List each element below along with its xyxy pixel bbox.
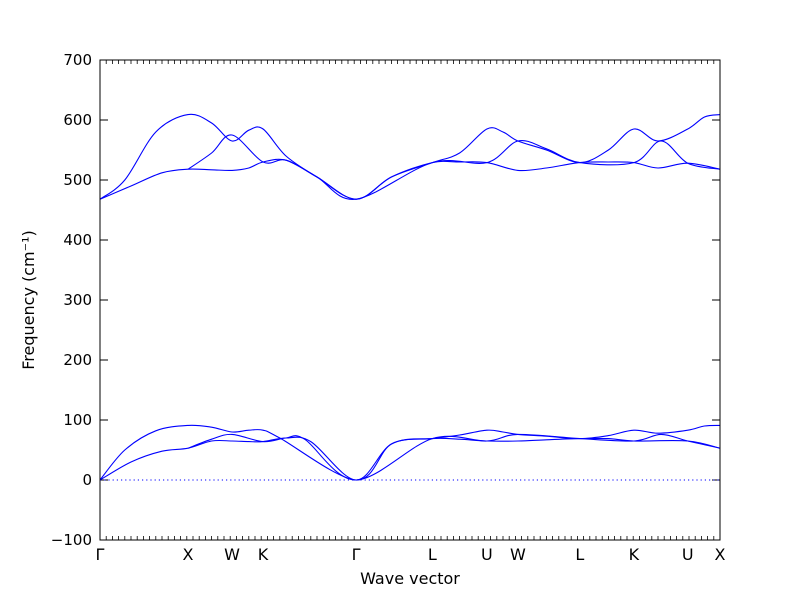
band-line-acoustic-mid xyxy=(187,433,721,481)
y-tick-label: 400 xyxy=(63,231,92,249)
x-tick-label-U: U xyxy=(682,545,694,564)
y-tick-label: 200 xyxy=(63,351,92,369)
y-tick-label: 300 xyxy=(63,291,92,309)
y-tick-label: −100 xyxy=(51,531,92,549)
x-tick-label-W: W xyxy=(224,545,240,564)
band-line-acoustic-lower xyxy=(99,436,721,481)
x-axis-title: Wave vector xyxy=(360,569,460,588)
y-axis-title: Frequency (cm⁻¹) xyxy=(19,230,38,369)
y-tick-label: 500 xyxy=(63,171,92,189)
band-line-optical-mid xyxy=(187,134,721,200)
x-tick-label-K: K xyxy=(629,545,640,564)
y-tick-label: 700 xyxy=(63,51,92,69)
x-tick-label-L: L xyxy=(575,545,584,564)
band-line-acoustic-upper xyxy=(99,424,721,481)
x-tick-label-L: L xyxy=(428,545,437,564)
x-tick-label-X: X xyxy=(183,545,194,564)
y-tick-label: 100 xyxy=(63,411,92,429)
y-tick-label: 0 xyxy=(82,471,92,489)
x-tick-label-W: W xyxy=(510,545,526,564)
y-tick-label: 600 xyxy=(63,111,92,129)
band-line-optical-lower xyxy=(99,158,721,200)
x-tick-label-K: K xyxy=(258,545,269,564)
band-line-optical-upper xyxy=(99,113,721,200)
x-tick-label-Γ: Γ xyxy=(96,545,105,564)
x-tick-label-Γ: Γ xyxy=(352,545,361,564)
x-tick-label-U: U xyxy=(481,545,493,564)
x-tick-label-X: X xyxy=(715,545,726,564)
plot-frame xyxy=(99,59,721,541)
